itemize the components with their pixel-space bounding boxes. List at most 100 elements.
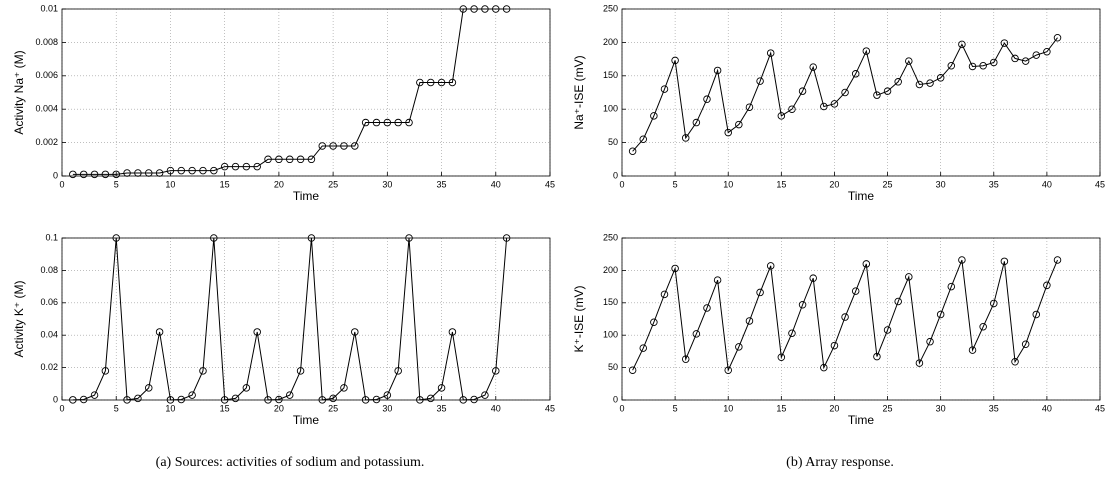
data-point [1021, 340, 1030, 349]
data-point [936, 74, 945, 82]
data-point [777, 112, 786, 120]
x-tick-label: 25 [883, 403, 893, 413]
data-point [926, 337, 934, 346]
data-point [703, 304, 711, 312]
data-point [502, 5, 511, 13]
data-point [502, 234, 511, 242]
data-point [979, 62, 987, 70]
data-point [1000, 257, 1009, 266]
x-tick-label: 30 [382, 403, 392, 413]
plot-frame [621, 237, 1101, 401]
caption: (b) Array response. [786, 455, 894, 470]
y-tick-label: 0 [53, 394, 58, 404]
data-point [671, 264, 679, 273]
x-tick-label: 0 [619, 179, 624, 189]
x-tick-label: 40 [491, 179, 501, 189]
data-point [210, 234, 218, 242]
data-point [231, 162, 240, 171]
data-point [448, 78, 457, 87]
data-point [851, 70, 860, 78]
data-point [394, 367, 402, 375]
data-point [416, 78, 424, 87]
data-point [777, 353, 786, 361]
data-point [926, 79, 934, 87]
data-point [69, 170, 77, 179]
x-tick-label: 45 [545, 403, 555, 413]
x-tick-label: 10 [723, 403, 733, 413]
data-point [318, 142, 327, 150]
data-point [405, 234, 413, 242]
data-point [123, 169, 131, 177]
data-point [745, 103, 754, 111]
data-point [448, 328, 457, 336]
data-point [788, 329, 796, 338]
x-axis-label: Time [848, 413, 875, 427]
data-point [492, 367, 500, 375]
x-tick-label: 35 [437, 403, 447, 413]
plot-frame [621, 8, 1101, 177]
data-point [660, 85, 669, 93]
data-point [459, 396, 467, 404]
data-point [199, 367, 207, 375]
data-point [383, 118, 392, 127]
data-point [112, 170, 120, 179]
data-point [264, 396, 272, 404]
data-point [660, 290, 669, 299]
data-point [416, 396, 424, 404]
data-point [296, 155, 305, 164]
data-point [361, 396, 370, 404]
data-point [145, 384, 153, 392]
data-point [437, 78, 446, 87]
data-point [101, 170, 110, 179]
data-point [830, 100, 839, 108]
data-point [307, 234, 316, 242]
data-point [69, 396, 77, 404]
data-point [220, 162, 229, 171]
data-point [830, 341, 839, 350]
x-tick-label: 20 [274, 179, 284, 189]
data-point [1032, 310, 1041, 319]
data-point [862, 47, 871, 55]
data-point [177, 395, 186, 404]
data-point [862, 260, 871, 268]
data-point [958, 40, 966, 49]
data-point [199, 166, 207, 175]
data-point [210, 166, 218, 175]
x-tick-label: 10 [165, 179, 175, 189]
data-point [285, 155, 294, 164]
y-tick-label: 0.004 [35, 104, 58, 114]
data-point [90, 170, 99, 179]
y-tick-label: 0.008 [35, 37, 58, 47]
data-point [798, 87, 807, 95]
data-point [756, 288, 764, 297]
data-point [79, 395, 88, 404]
data-point [766, 49, 775, 57]
data-point [650, 112, 658, 120]
data-point [155, 328, 164, 336]
data-point [713, 66, 722, 75]
data-point [383, 391, 392, 399]
data-point [639, 135, 647, 144]
data-point [264, 155, 272, 164]
data-point [788, 105, 796, 113]
data-point [628, 366, 637, 374]
y-tick-label: 50 [608, 137, 618, 147]
plot-frame [61, 8, 551, 177]
y-tick-label: 0.06 [40, 297, 58, 307]
x-tick-label: 45 [1095, 403, 1105, 413]
data-point [735, 120, 743, 129]
data-point [459, 5, 467, 13]
x-tick-label: 20 [829, 403, 839, 413]
x-axis-label: Time [293, 189, 320, 203]
data-point [798, 300, 807, 309]
y-tick-label: 100 [603, 104, 618, 114]
data-point [1043, 281, 1051, 290]
data-point [123, 396, 131, 404]
y-tick-label: 200 [603, 265, 618, 275]
data-point [481, 5, 489, 13]
data-point [905, 273, 913, 281]
x-axis-label: Time [848, 189, 875, 203]
data-point [724, 128, 732, 137]
data-point [307, 155, 316, 164]
x-tick-label: 25 [883, 179, 893, 189]
